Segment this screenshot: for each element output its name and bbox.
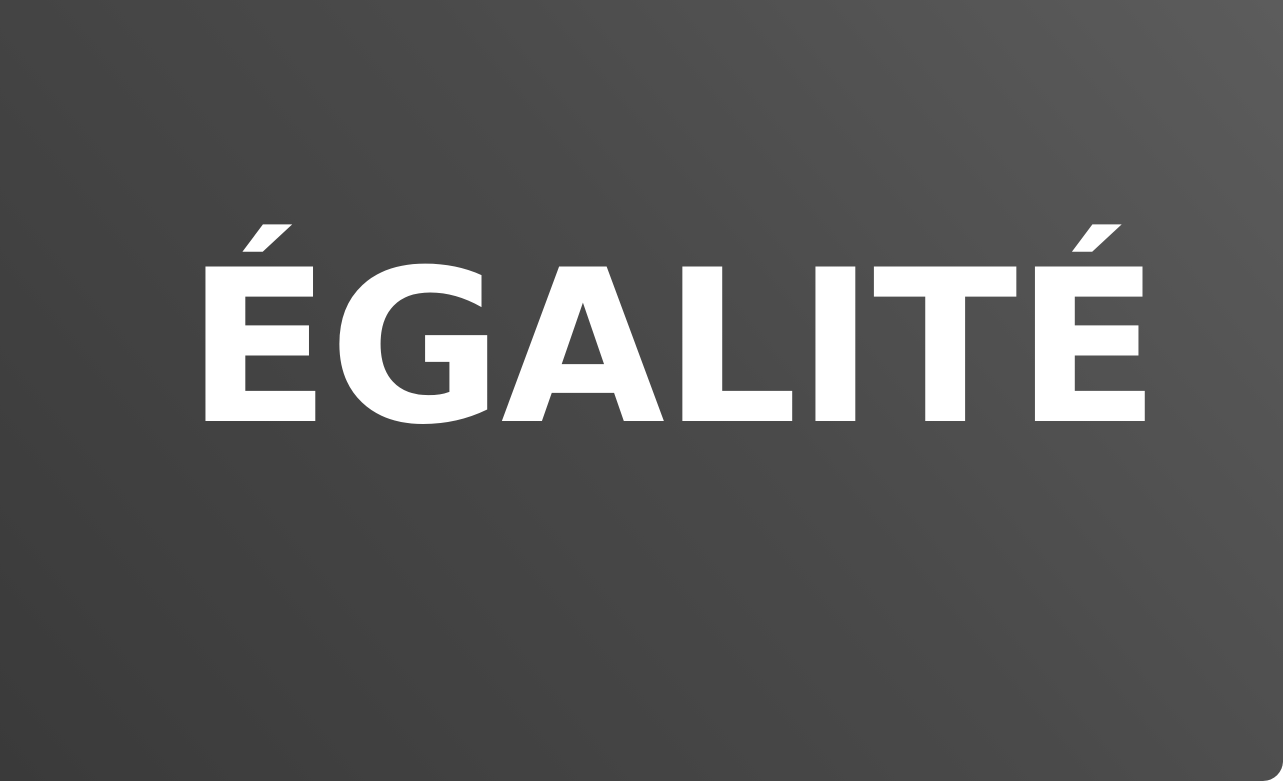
headline-text: ÉGALITÉ (186, 224, 1160, 471)
